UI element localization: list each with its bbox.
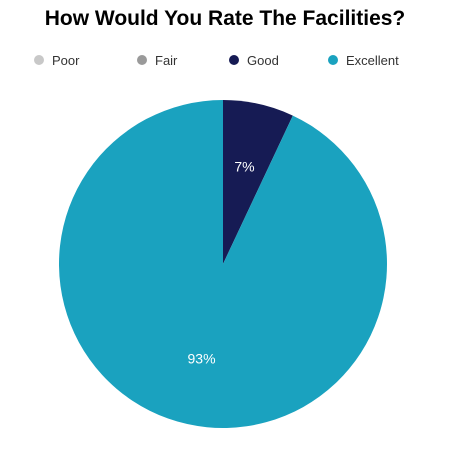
chart-title: How Would You Rate The Facilities?	[44, 7, 406, 30]
legend: Poor Fair Good Excellent	[0, 50, 450, 70]
legend-label-poor: Poor	[52, 52, 80, 68]
pie-slice-excellent[interactable]	[58, 99, 388, 428]
legend-swatch-good	[229, 55, 239, 65]
legend-swatch-poor	[34, 55, 44, 65]
legend-swatch-excellent	[328, 55, 338, 65]
legend-item-fair[interactable]: Fair	[137, 50, 177, 70]
slice-label-excellent: 93%	[188, 351, 216, 367]
legend-item-good[interactable]: Good	[229, 50, 279, 70]
legend-item-poor[interactable]: Poor	[34, 50, 79, 70]
legend-label-fair: Fair	[155, 52, 178, 68]
slice-label-good: 7%	[234, 159, 254, 175]
legend-item-excellent[interactable]: Excellent	[328, 50, 399, 70]
pie-slice-good[interactable]	[223, 100, 293, 264]
legend-label-excellent: Excellent	[346, 52, 399, 68]
legend-label-good: Good	[247, 52, 279, 68]
legend-swatch-fair	[137, 55, 147, 65]
